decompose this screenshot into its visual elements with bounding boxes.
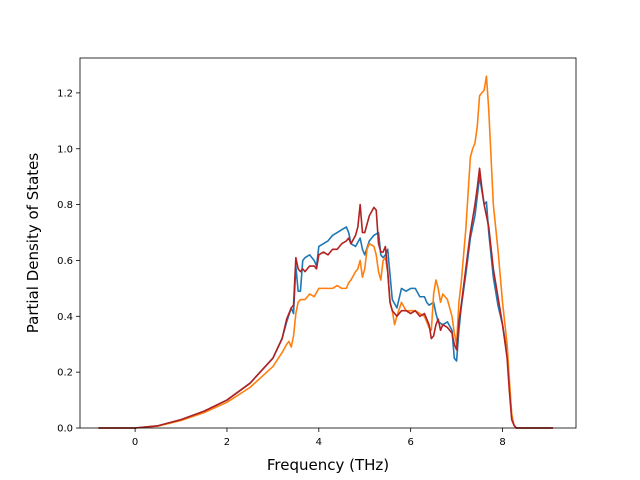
plot-background <box>80 58 576 428</box>
y-tick-label: 1.0 <box>57 144 73 155</box>
x-axis: 0 2 4 6 8 <box>132 428 506 448</box>
y-tick-label: 0.4 <box>57 312 73 323</box>
plot-frame <box>79 57 577 429</box>
y-tick-label: 0.0 <box>57 424 73 435</box>
x-tick-label: 8 <box>499 437 505 448</box>
y-axis: 0.0 0.2 0.4 0.6 0.8 1.0 1.2 <box>57 88 80 435</box>
y-tick-label: 1.2 <box>57 88 73 99</box>
x-tick-label: 0 <box>132 437 138 448</box>
x-tick-label: 4 <box>316 437 322 448</box>
x-tick-label: 2 <box>224 437 230 448</box>
x-axis-label: Frequency (THz) <box>267 456 389 474</box>
y-tick-label: 0.8 <box>57 200 73 211</box>
y-tick-label: 0.6 <box>57 256 73 267</box>
series-line-3 <box>98 167 554 429</box>
y-tick-label: 0.2 <box>57 368 73 379</box>
series-layer <box>98 75 554 429</box>
y-axis-label: Partial Density of States <box>24 153 42 334</box>
x-tick-label: 6 <box>407 437 413 448</box>
